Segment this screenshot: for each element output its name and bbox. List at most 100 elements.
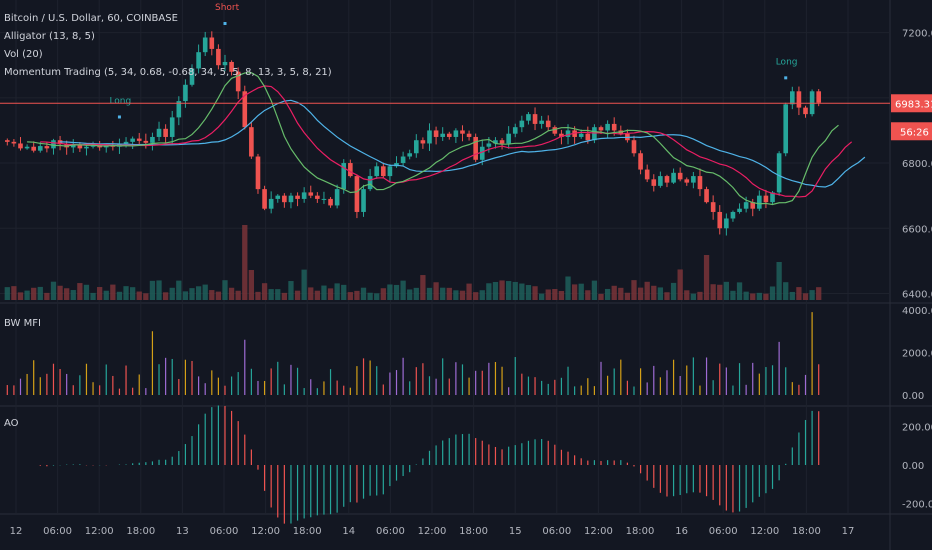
ao-histogram — [39, 405, 820, 524]
volume-bar — [222, 280, 228, 300]
mfi-tick-label: 0.00 — [902, 391, 924, 402]
volume-bar — [103, 290, 109, 300]
candle-body — [216, 48, 221, 66]
candle-body — [611, 123, 617, 131]
volume-bar — [50, 281, 57, 300]
legend-momentum[interactable]: Momentum Trading (5, 34, 0.68, -0.68, 34… — [4, 67, 332, 78]
volume-bar — [123, 286, 129, 300]
candle-body — [361, 189, 366, 212]
volume-bar — [202, 284, 208, 300]
candle-body — [51, 140, 56, 149]
volume-bar — [565, 276, 571, 300]
candle-body — [235, 71, 241, 92]
volume-bar — [611, 285, 617, 300]
volume-bar — [677, 269, 683, 300]
legend-volume[interactable]: Vol (20) — [4, 49, 43, 60]
volume-bar — [70, 290, 76, 300]
volume-bar — [169, 287, 175, 300]
candle-body — [671, 172, 676, 183]
candle-body — [420, 140, 426, 144]
candle-body — [532, 114, 538, 124]
volume-bar — [624, 292, 631, 300]
volume-bar — [354, 290, 360, 300]
volume-bar — [97, 287, 103, 300]
volume-bar — [730, 290, 736, 300]
candle-body — [163, 128, 168, 137]
volume-bar — [162, 292, 169, 300]
candle-body — [18, 143, 23, 149]
candle-body — [150, 136, 155, 143]
candle-body — [77, 145, 83, 149]
candlesticks — [4, 31, 822, 236]
volume-bar — [83, 284, 90, 300]
volume-bar — [796, 287, 802, 300]
volume-bar — [789, 291, 795, 300]
volume-bar — [129, 287, 136, 300]
candle-body — [249, 127, 254, 157]
candle-body — [493, 140, 498, 144]
candle-body — [545, 120, 551, 128]
signal-marker — [117, 115, 121, 119]
candle-body — [651, 179, 657, 186]
candle-body — [763, 195, 769, 203]
candle-body — [770, 192, 775, 203]
mfi-pane-label[interactable]: BW MFI — [4, 318, 41, 329]
time-tick-label: 18:00 — [293, 526, 322, 537]
candle-body — [262, 189, 267, 209]
volume-bar — [24, 290, 30, 300]
time-tick-label: 12:00 — [750, 526, 779, 537]
candle-body — [506, 133, 511, 144]
volume-bar — [697, 291, 703, 300]
time-tick-label: 06:00 — [376, 526, 405, 537]
volume-bar — [294, 290, 301, 300]
candle-body — [684, 179, 690, 183]
symbol-title[interactable]: Bitcoin / U.S. Dollar, 60, COINBASE — [4, 13, 178, 24]
volume-bar — [585, 290, 591, 300]
candle-body — [31, 146, 36, 151]
volume-bar — [327, 288, 334, 300]
volume-bar — [604, 288, 611, 300]
signal-label: Short — [215, 3, 240, 13]
volume-bar — [110, 284, 116, 300]
candle-body — [466, 133, 472, 137]
volume-bar — [723, 281, 729, 300]
volume-bar — [37, 286, 43, 300]
candle-body — [242, 91, 248, 128]
legend-alligator[interactable]: Alligator (13, 8, 5) — [4, 31, 95, 42]
volume-bar — [228, 287, 235, 300]
time-tick-label: 12:00 — [584, 526, 613, 537]
volume-bar — [268, 289, 274, 300]
volume-bar — [31, 287, 37, 300]
volume-bar — [261, 283, 268, 300]
candle-body — [433, 130, 439, 137]
volume-bar — [182, 291, 189, 300]
candle-body — [400, 156, 406, 164]
volume-bar — [473, 292, 479, 300]
candle-body — [169, 117, 175, 137]
volume-bar — [492, 281, 499, 300]
time-tick-label: 06:00 — [709, 526, 738, 537]
volume-bar — [453, 290, 459, 300]
candle-body — [796, 91, 802, 108]
price-tick-label: 6600.00 — [902, 224, 932, 235]
time-tick-label: 16 — [675, 526, 688, 537]
time-tick-label: 18:00 — [626, 526, 655, 537]
volume-bar — [4, 287, 10, 300]
volume-bar — [571, 284, 578, 300]
candle-body — [486, 143, 492, 147]
volume-bar — [215, 291, 222, 300]
volume-bar — [664, 292, 670, 300]
candle-body — [572, 130, 577, 137]
candle-body — [334, 189, 340, 206]
candle-body — [4, 140, 10, 142]
volume-bar — [380, 288, 386, 300]
volume-bar — [420, 275, 426, 300]
volume-bar — [321, 285, 327, 300]
volume-bar — [750, 293, 756, 300]
volume-bar — [743, 291, 749, 300]
ao-pane-label[interactable]: AO — [4, 418, 19, 429]
volume-bar — [466, 283, 472, 300]
volume-bar — [684, 290, 690, 300]
